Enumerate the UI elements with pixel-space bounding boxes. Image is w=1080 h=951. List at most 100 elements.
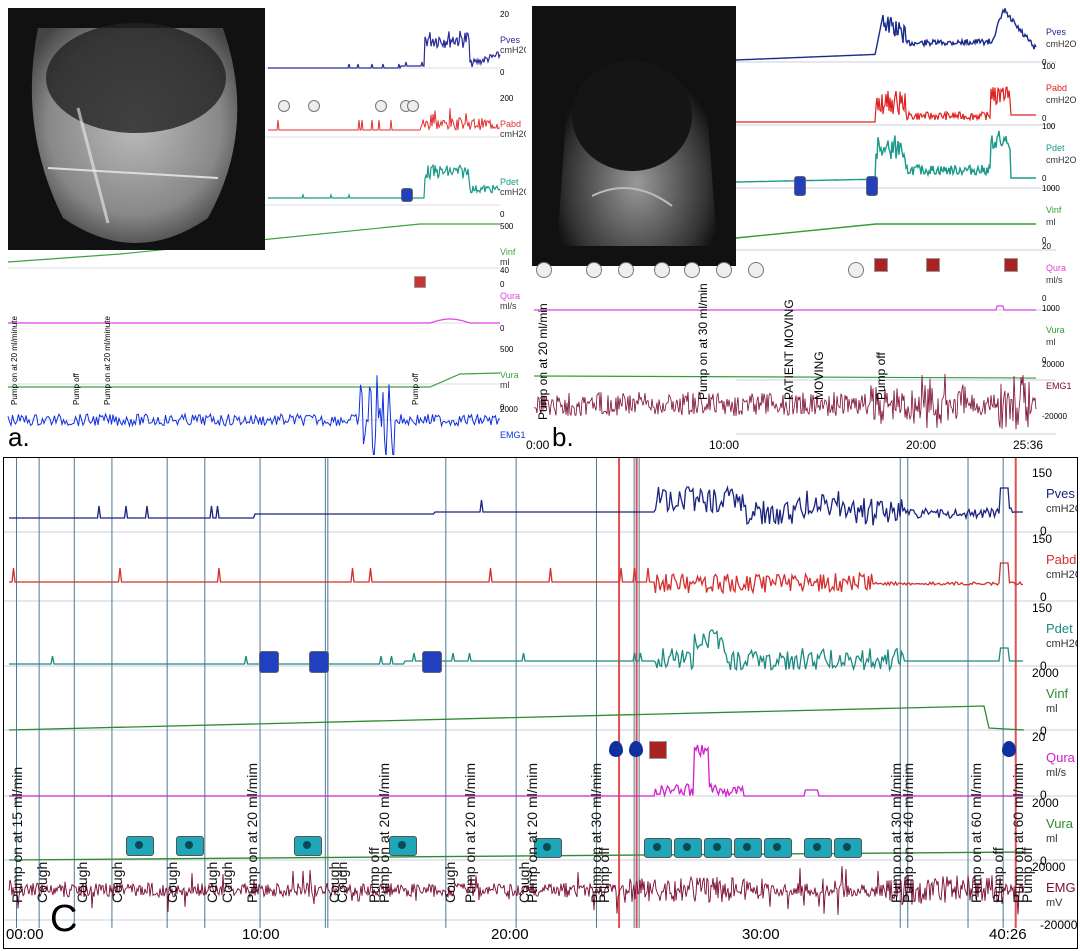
event-label-c: Pump on at 15 ml/min: [9, 766, 25, 903]
x-tick-c: 30:00: [742, 926, 780, 943]
channel-name-pves: Pves: [500, 35, 521, 45]
channel-name-pdet: Pdet: [500, 177, 519, 187]
panel-a: a. PvescmH2O200PabdcmH2O200PdetcmH2O0Vin…: [0, 0, 526, 455]
camera-icon: [534, 838, 562, 858]
event-label-a: Pump off: [411, 373, 420, 405]
flow-icon: [926, 258, 940, 272]
channel-unit-pves: cmH2O: [1046, 503, 1077, 515]
channel-unit-pdet: cmH2O: [1046, 155, 1077, 165]
axis-top-vinf: 500: [500, 222, 514, 231]
trace-a-vinf: [7, 223, 500, 263]
axis-top-qura: 40: [500, 266, 509, 275]
channel-name-pabd: Pabd: [1046, 552, 1077, 567]
axis-bottom-qura: 0: [1042, 294, 1047, 303]
axis-top-vinf: 1000: [1042, 184, 1060, 193]
axis-top-vura: 2000: [1032, 796, 1059, 810]
flow-icon: [1004, 258, 1018, 272]
channel-unit-vura: ml: [1046, 337, 1056, 347]
panel-b-label: b.: [552, 422, 574, 452]
flow-icon: [874, 258, 888, 272]
event-label-a: Pump on at 20 ml/minute: [10, 316, 19, 405]
channel-unit-vura: ml: [1046, 833, 1058, 845]
panel-b: b. Pves cmH2O 0 Pabd cmH2O 100 0 Pdet cmH2O 100 0 V…: [526, 0, 1080, 455]
channel-unit-pves: cmH2O: [1046, 39, 1077, 49]
x-tick-c: 10:00: [242, 926, 280, 943]
axis-bottom-pabd: 0: [1040, 590, 1047, 604]
channel-unit-vinf: ml: [500, 257, 510, 267]
channel-name-pdet: Pdet: [1046, 143, 1065, 153]
trace-c-pabd: [9, 562, 1024, 595]
trace-a-pdet: [268, 163, 501, 199]
cough-icon: [278, 100, 290, 112]
fluoroscopy-image-b: [532, 6, 736, 266]
panel-a-label: a.: [8, 422, 30, 452]
camera-icon: [644, 838, 672, 858]
axis-bottom-vinf: 0: [1040, 724, 1047, 738]
bladder-volume-icon: [422, 651, 442, 673]
trace-a-vura: [8, 372, 501, 388]
event-label-c: Pump on at 20 ml/mim: [244, 762, 260, 903]
channel-unit-pves: cmH2O: [500, 45, 526, 55]
trace-c-pdet: [9, 629, 1023, 673]
event-label-c: Cough: [334, 861, 350, 903]
axis-bottom-pves: 0: [1042, 58, 1047, 67]
axis-top-emg1: 2000: [500, 405, 518, 414]
event-label-c: Pump on at 20 ml/mim: [462, 762, 478, 903]
axis-top-vura: 500: [500, 345, 514, 354]
axis-bottom-emg1: -20000: [1042, 412, 1067, 421]
event-label-c: Pump off: [596, 847, 612, 903]
axis-bottom-vura: 0: [1042, 356, 1047, 365]
channel-name-vura: Vura: [1046, 325, 1065, 335]
event-label-a: Pump off: [72, 373, 81, 405]
panel-c-traces: [4, 458, 1077, 928]
trace-c-emg: [8, 866, 1025, 915]
cough-icon: [654, 262, 670, 278]
event-label-c: Pump off: [990, 847, 1006, 903]
trace-b-pves: [736, 8, 1037, 61]
bladder-volume-icon: [866, 176, 878, 196]
trace-a-pabd: [268, 108, 501, 131]
channel-name-vinf: Vinf: [500, 247, 516, 257]
trace-c-qura: [9, 744, 1023, 799]
flow-drop-icon: [1002, 741, 1016, 757]
panel-c: C PvescmH2O1500PabdcmH2O1500PdetcmH2O150…: [3, 457, 1078, 949]
bladder-volume-icon: [794, 176, 806, 196]
trace-b-pabd: [736, 86, 1036, 123]
trace-a-pves: [268, 30, 501, 70]
camera-icon: [176, 836, 204, 856]
axis-bottom-pves: 0: [1040, 524, 1047, 538]
event-label-b: Pump on at 20 ml/min: [536, 303, 550, 420]
camera-icon: [764, 838, 792, 858]
channel-name-emg1: EMG1: [1046, 381, 1072, 391]
camera-icon: [674, 838, 702, 858]
flow-drop-icon: [629, 741, 643, 757]
axis-bottom-pdet: 0: [1040, 659, 1047, 673]
channel-name-qura: Qura: [1046, 263, 1067, 273]
channel-name-vinf: Vinf: [1046, 686, 1069, 701]
flow-drop-icon: [609, 741, 623, 757]
trace-c-pves: [9, 485, 1023, 526]
bladder-volume-icon: [309, 651, 329, 673]
cough-icon: [536, 262, 552, 278]
axis-bottom-vinf: 0: [1042, 236, 1047, 245]
event-label-c: Pump on at 20 ml/mim: [524, 762, 540, 903]
event-label-c: Cough: [164, 861, 180, 903]
channel-unit-qura: ml/s: [1046, 767, 1067, 779]
axis-bottom-emg: -20000: [1040, 918, 1078, 932]
channel-name-pves: Pves: [1046, 27, 1067, 37]
channel-name-vura: Vura: [1046, 816, 1073, 831]
channel-unit-vinf: ml: [1046, 217, 1056, 227]
fluoroscopy-image-a: [8, 8, 265, 250]
x-tick-c: 00:00: [6, 926, 44, 943]
channel-name-pves: Pves: [1046, 486, 1075, 501]
axis-bottom-vura: 0: [500, 403, 505, 412]
camera-icon: [804, 838, 832, 858]
event-label-c: Cough: [219, 861, 235, 903]
channel-unit-pdet: cmH2O: [500, 187, 526, 197]
trace-c-vinf: [8, 705, 1025, 731]
trace-b-vinf: [735, 223, 1036, 239]
x-tick-b: 10:00: [709, 438, 740, 452]
channel-name-pabd: Pabd: [1046, 83, 1068, 93]
event-label-c: Pump on at 60 ml/mim: [968, 762, 984, 903]
camera-icon: [389, 836, 417, 856]
